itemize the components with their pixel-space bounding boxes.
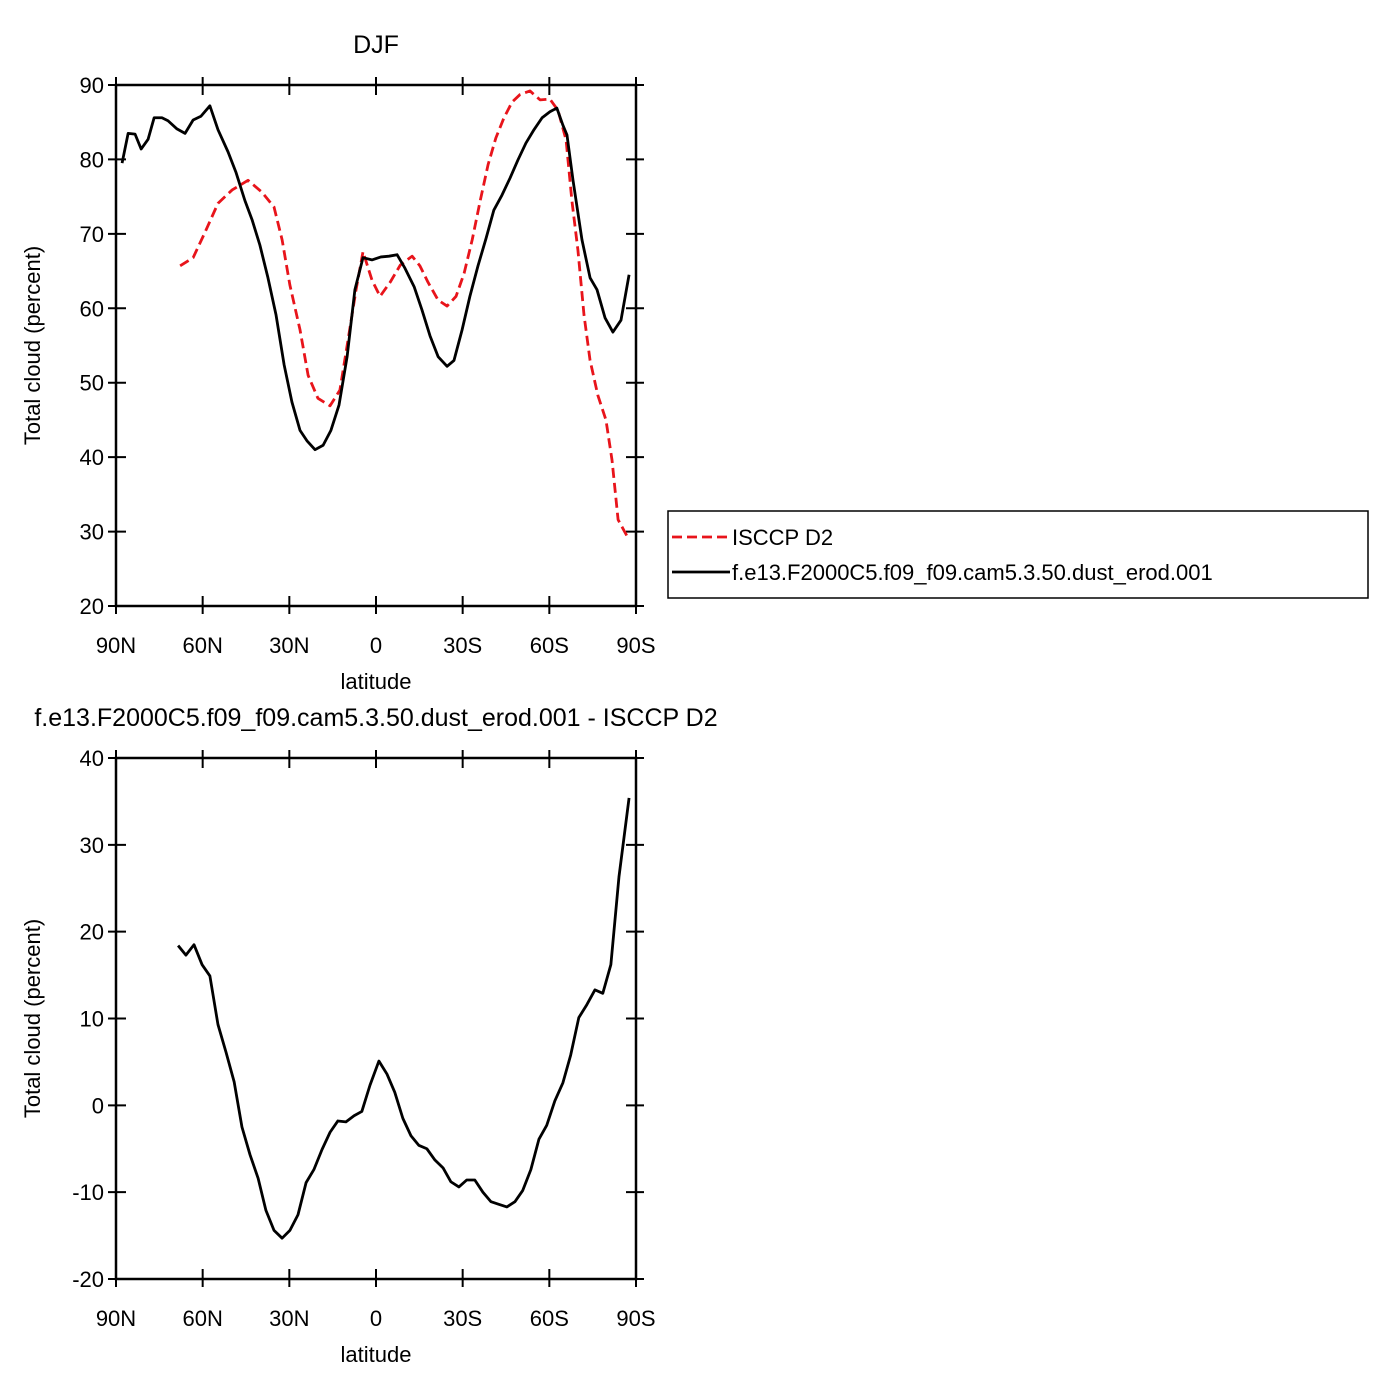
- x-axis-label: latitude: [341, 669, 412, 694]
- y-tick-label: -20: [72, 1267, 104, 1292]
- x-tick-label: 30S: [443, 1306, 482, 1331]
- y-tick-label: 10: [80, 1007, 104, 1032]
- y-tick-label: 40: [80, 445, 104, 470]
- legend-label: ISCCP D2: [732, 525, 833, 550]
- plot-frame: [114, 83, 638, 608]
- y-tick-label: 40: [80, 746, 104, 771]
- x-tick-label: 30N: [269, 633, 309, 658]
- y-tick-label: 50: [80, 371, 104, 396]
- y-tick-label: -10: [72, 1180, 104, 1205]
- x-tick-label: 60S: [530, 633, 569, 658]
- y-tick-label: 30: [80, 833, 104, 858]
- x-tick-label: 90S: [616, 633, 655, 658]
- y-axis-label: Total cloud (percent): [20, 246, 45, 445]
- x-tick-label: 60N: [182, 633, 222, 658]
- y-tick-label: 80: [80, 147, 104, 172]
- y-tick-label: 60: [80, 296, 104, 321]
- x-tick-label: 0: [370, 633, 382, 658]
- plot-frame: [114, 756, 638, 1281]
- x-tick-label: 30N: [269, 1306, 309, 1331]
- x-tick-label: 0: [370, 1306, 382, 1331]
- data-line: [120, 104, 631, 452]
- data-line: [177, 797, 631, 1240]
- x-tick-label: 60S: [530, 1306, 569, 1331]
- y-tick-label: 90: [80, 73, 104, 98]
- x-tick-label: 90N: [96, 1306, 136, 1331]
- data-line: [179, 89, 630, 539]
- x-axis-label: latitude: [341, 1342, 412, 1367]
- y-tick-label: 30: [80, 520, 104, 545]
- chart-title: DJF: [353, 31, 399, 59]
- legend-label: f.e13.F2000C5.f09_f09.cam5.3.50.dust_ero…: [732, 560, 1213, 585]
- y-tick-label: 70: [80, 222, 104, 247]
- y-axis-label: Total cloud (percent): [20, 919, 45, 1118]
- x-tick-label: 30S: [443, 633, 482, 658]
- x-tick-label: 60N: [182, 1306, 222, 1331]
- y-tick-label: 0: [92, 1093, 104, 1118]
- y-tick-label: 20: [80, 594, 104, 619]
- chart-title: f.e13.F2000C5.f09_f09.cam5.3.50.dust_ero…: [34, 704, 717, 732]
- legend-box: [667, 510, 1369, 599]
- x-tick-label: 90N: [96, 633, 136, 658]
- y-tick-label: 20: [80, 920, 104, 945]
- x-tick-label: 90S: [616, 1306, 655, 1331]
